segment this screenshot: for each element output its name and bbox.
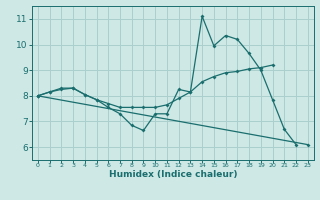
X-axis label: Humidex (Indice chaleur): Humidex (Indice chaleur) xyxy=(108,170,237,179)
